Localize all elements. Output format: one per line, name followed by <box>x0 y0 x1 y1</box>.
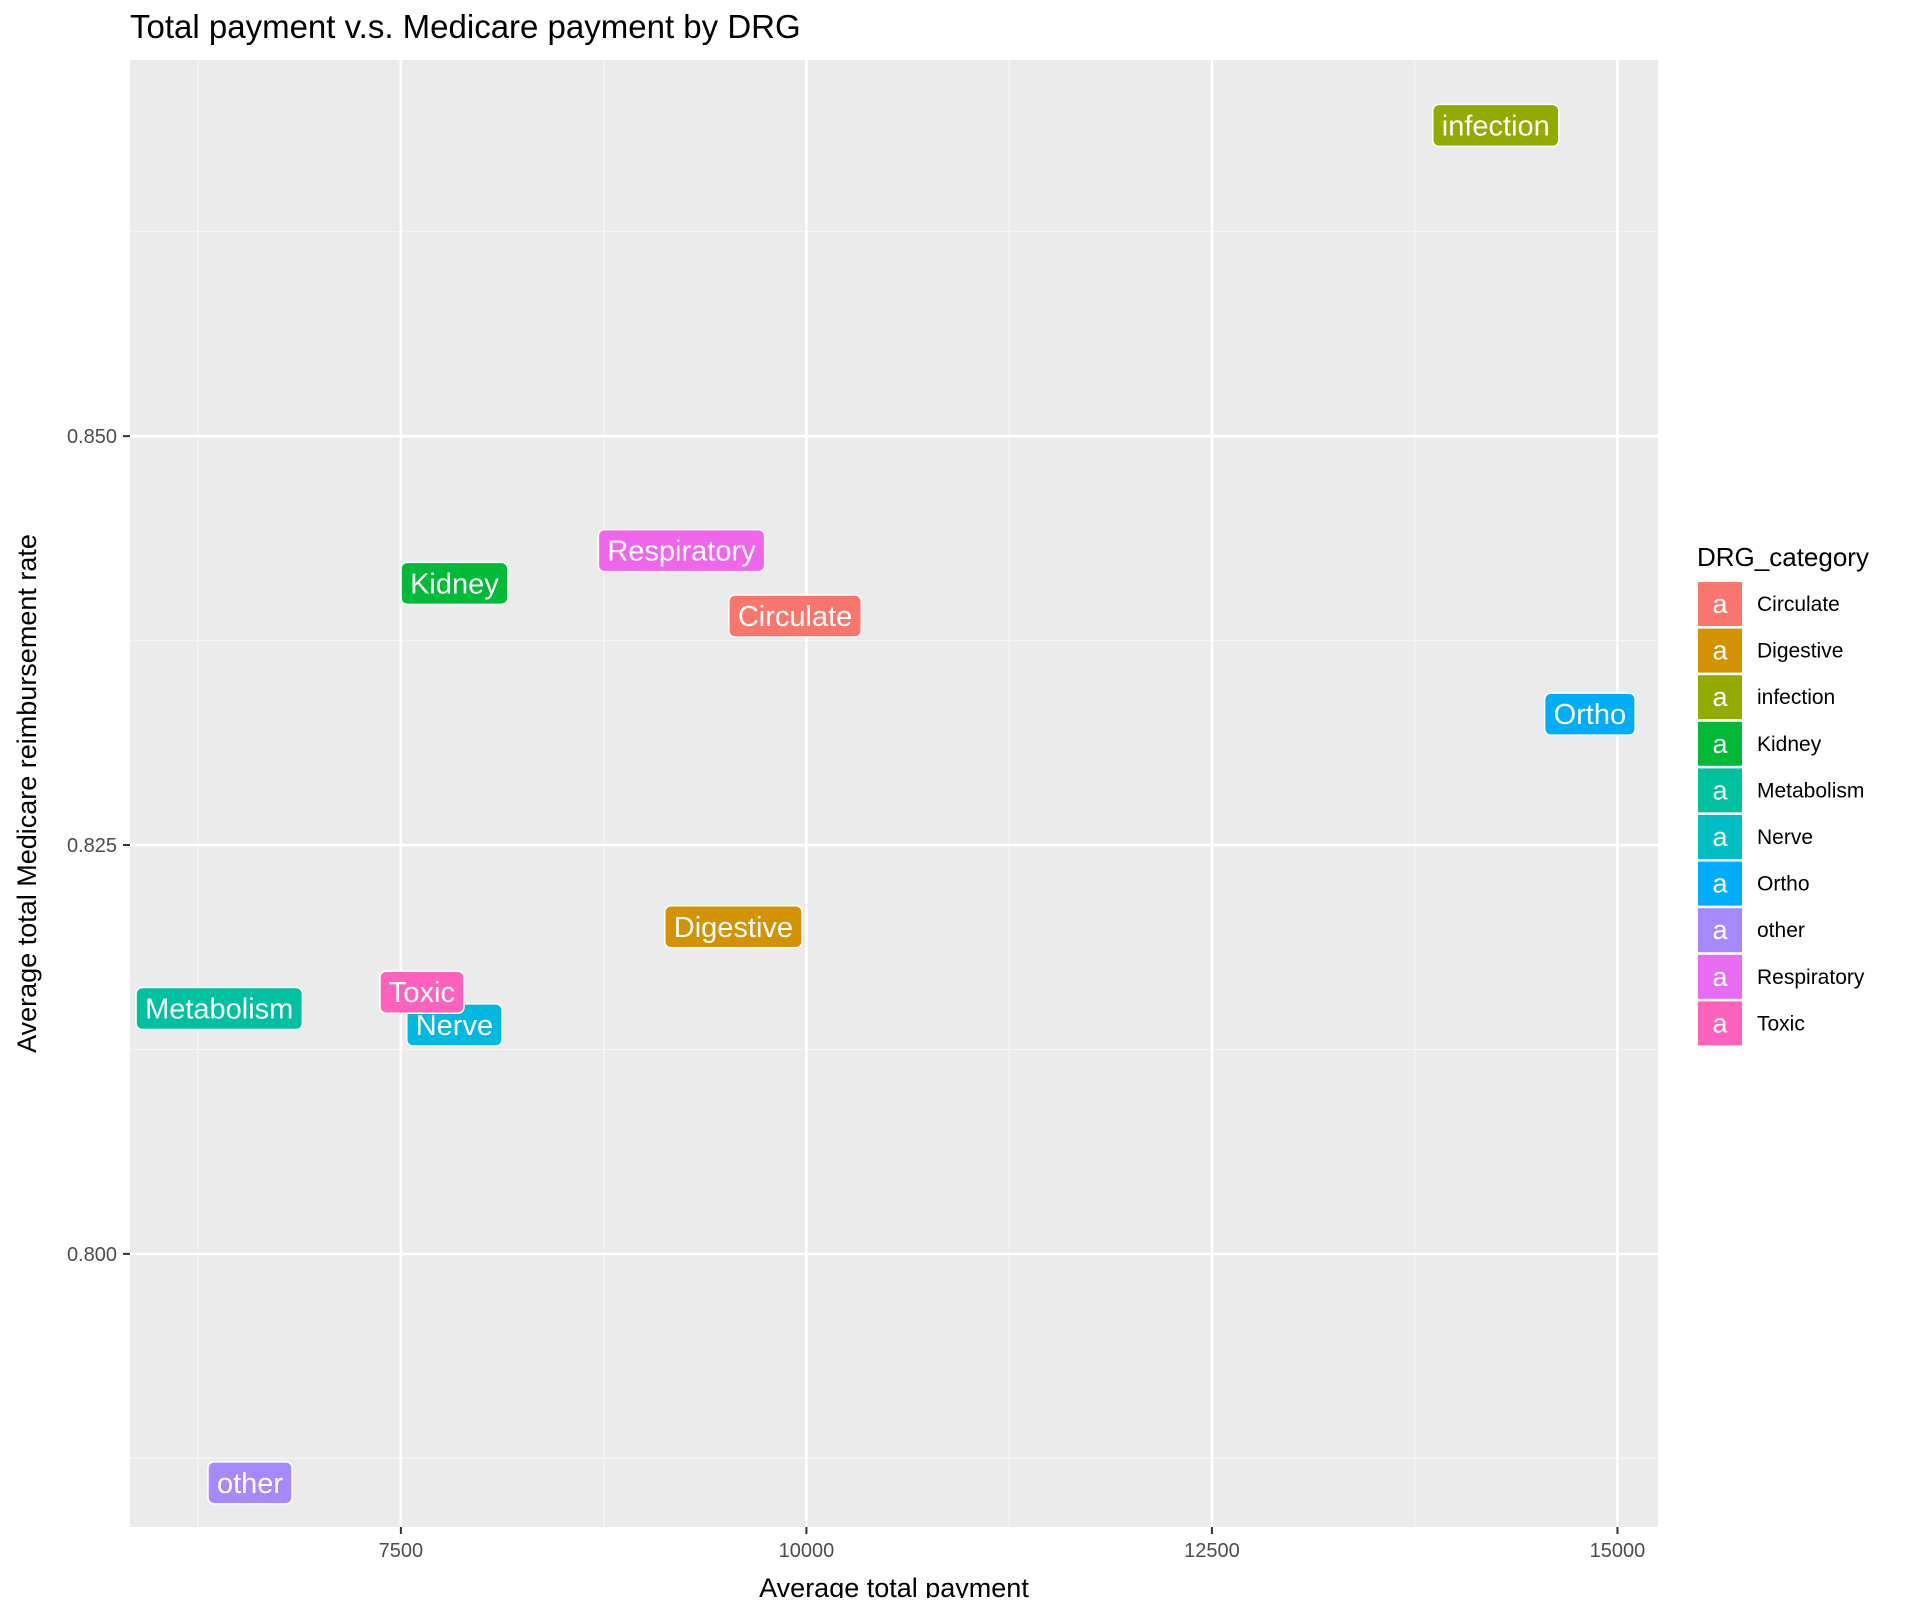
legend-key <box>1696 580 1744 628</box>
legend-item: a Respiratory <box>1696 952 1865 1001</box>
legend-key <box>1696 626 1744 675</box>
data-label-box <box>135 986 304 1031</box>
legend-item: a Ortho <box>1696 859 1810 908</box>
minor-gridlines <box>130 60 1658 1527</box>
y-axis: 0.800 0.825 0.850 <box>67 426 130 1266</box>
legend: DRG_category a Circulate a Digestive a infect… <box>1696 542 1869 1048</box>
data-label-box <box>400 561 509 606</box>
legend-key <box>1696 999 1744 1048</box>
legend-label: infection <box>1757 686 1835 709</box>
data-label: other <box>207 1461 293 1505</box>
legend-key-glyph: a <box>1712 915 1728 945</box>
legend-label: Digestive <box>1757 640 1843 663</box>
data-label-box <box>1432 103 1560 148</box>
data-label-box <box>597 528 766 573</box>
legend-label: Kidney <box>1757 733 1822 756</box>
y-tick-label: 0.825 <box>67 835 117 857</box>
legend-key-glyph: a <box>1712 775 1728 805</box>
data-label-text: other <box>217 1468 283 1500</box>
legend-item: a Circulate <box>1696 580 1840 628</box>
legend-key-glyph: a <box>1712 869 1728 899</box>
x-tick-label: 7500 <box>379 1540 424 1562</box>
data-label-text: Digestive <box>674 912 793 944</box>
y-tick-label: 0.800 <box>67 1244 117 1266</box>
legend-key-glyph: a <box>1712 636 1728 666</box>
data-label: Circulate <box>728 594 863 638</box>
data-label: Digestive <box>664 905 803 949</box>
legend-key-glyph: a <box>1712 589 1728 619</box>
data-label-text: Nerve <box>416 1010 493 1042</box>
legend-key <box>1696 766 1744 815</box>
data-labels: Circulate Digestive infection Kidney Metabol… <box>135 103 1636 1505</box>
data-label: Kidney <box>400 561 509 606</box>
data-label-text: Ortho <box>1554 699 1627 731</box>
data-label-box <box>664 905 803 949</box>
legend-label: Ortho <box>1757 873 1810 896</box>
legend-label: Respiratory <box>1757 966 1865 989</box>
data-label-text: Metabolism <box>145 994 293 1026</box>
x-axis: 7500 10000 12500 15000 <box>379 1527 1646 1562</box>
legend-label: Metabolism <box>1757 779 1864 802</box>
data-label-box <box>728 594 863 638</box>
legend-label: other <box>1757 919 1805 942</box>
y-tick-label: 0.850 <box>67 426 117 448</box>
legend-key-glyph: a <box>1712 1008 1728 1038</box>
data-label: Respiratory <box>597 528 766 573</box>
data-label: Metabolism <box>135 986 304 1031</box>
data-label-text: Toxic <box>389 977 455 1009</box>
legend-title: DRG_category <box>1697 542 1869 572</box>
x-tick-label: 12500 <box>1184 1540 1240 1562</box>
data-label-text: infection <box>1442 110 1550 142</box>
data-label-box <box>207 1461 293 1505</box>
data-label-text: Circulate <box>738 601 852 633</box>
x-tick-label: 10000 <box>779 1540 835 1562</box>
legend-label: Circulate <box>1757 593 1840 616</box>
legend-key-glyph: a <box>1712 822 1728 852</box>
data-label-box <box>379 970 465 1014</box>
x-axis-label: Average total payment <box>759 1573 1029 1598</box>
legend-key <box>1696 859 1744 908</box>
legend-item: a other <box>1696 906 1805 955</box>
data-label: infection <box>1432 103 1560 148</box>
data-labels-layer: Circulate Digestive infection Kidney Metabol… <box>135 103 1636 1505</box>
data-label: Toxic <box>379 970 465 1014</box>
legend-item: a Toxic <box>1696 999 1805 1048</box>
y-axis-label: Average total Medicare reimbursement rat… <box>12 534 42 1053</box>
x-tick-label: 15000 <box>1590 1540 1646 1562</box>
plot-panel <box>130 60 1658 1527</box>
data-label-box <box>1543 692 1636 736</box>
data-label: Nerve <box>405 1003 503 1047</box>
legend-item: a Metabolism <box>1696 766 1864 815</box>
data-label-text: Kidney <box>410 568 499 600</box>
legend-key-glyph: a <box>1712 682 1728 712</box>
data-label-text: Respiratory <box>607 536 756 568</box>
legend-label: Toxic <box>1757 1012 1805 1035</box>
legend-key-glyph: a <box>1712 962 1728 992</box>
legend-key-glyph: a <box>1712 729 1728 759</box>
chart-title: Total payment v.s. Medicare payment by D… <box>130 8 801 45</box>
major-gridlines <box>130 60 1658 1527</box>
legend-label: Nerve <box>1757 826 1813 849</box>
data-label: Ortho <box>1543 692 1636 736</box>
legend-item: a Digestive <box>1696 626 1843 675</box>
